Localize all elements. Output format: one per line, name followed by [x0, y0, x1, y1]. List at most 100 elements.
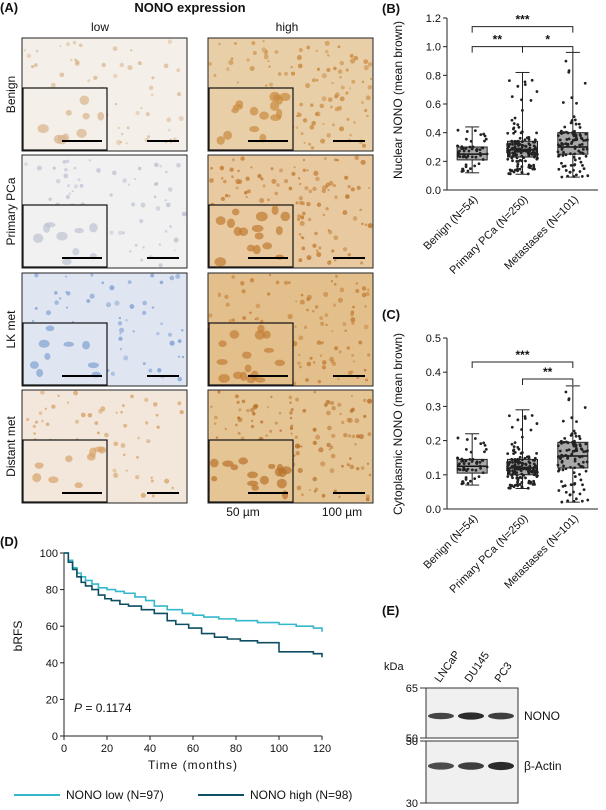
cell-nucleus: [26, 53, 32, 59]
data-point: [456, 144, 460, 148]
cell-nucleus: [295, 201, 299, 205]
data-point: [557, 153, 561, 157]
cell-nucleus: [298, 353, 301, 356]
cell-nucleus: [66, 184, 71, 188]
marker-label: 65: [406, 683, 418, 695]
data-point: [481, 459, 485, 462]
cell-nucleus: [304, 186, 309, 191]
data-point: [572, 115, 576, 119]
cell-nucleus: [129, 250, 132, 253]
cell-nucleus: [231, 318, 236, 322]
cell-nucleus: [159, 280, 164, 285]
data-point: [506, 147, 509, 150]
cell-nucleus: [349, 457, 352, 460]
data-point: [508, 469, 511, 473]
cell-nucleus: [229, 167, 234, 172]
data-point: [562, 464, 565, 468]
cell-nucleus: [145, 112, 150, 117]
data-point: [573, 163, 576, 167]
cell-nucleus: [62, 159, 67, 164]
cell-nucleus: [269, 82, 273, 87]
data-point: [521, 466, 525, 470]
data-point: [481, 471, 485, 475]
cell-nucleus: [300, 215, 305, 220]
cell-nucleus: [101, 62, 106, 68]
data-point: [569, 152, 572, 156]
cell-nucleus: [327, 425, 332, 431]
cell-nucleus: [69, 58, 73, 62]
cell-nucleus: [336, 158, 339, 162]
data-point: [521, 148, 525, 152]
inset-nucleus: [259, 111, 270, 120]
cell-nucleus: [367, 223, 373, 229]
cell-nucleus: [364, 108, 368, 113]
cell-nucleus: [218, 292, 221, 296]
cell-nucleus: [306, 169, 309, 172]
cell-nucleus: [293, 166, 296, 169]
data-point: [519, 151, 523, 155]
inset-nucleus: [76, 128, 87, 138]
cell-nucleus: [114, 300, 120, 306]
cell-nucleus: [142, 246, 145, 249]
cell-nucleus: [176, 162, 181, 168]
cell-nucleus: [363, 324, 369, 330]
cell-nucleus: [238, 408, 242, 412]
cell-nucleus: [265, 434, 268, 437]
data-point: [557, 468, 561, 471]
data-point: [564, 153, 568, 157]
data-point: [482, 132, 486, 136]
cell-nucleus: [235, 178, 241, 184]
cell-nucleus: [334, 346, 339, 351]
cell-nucleus: [165, 170, 168, 174]
data-point: [469, 139, 473, 143]
data-point: [474, 155, 478, 159]
cell-nucleus: [337, 69, 343, 74]
cell-nucleus: [132, 330, 135, 333]
cell-nucleus: [360, 261, 364, 265]
cell-nucleus: [235, 394, 239, 399]
inset-nucleus: [36, 368, 44, 378]
data-point: [559, 457, 562, 460]
cell-nucleus: [343, 433, 348, 438]
cell-nucleus: [246, 58, 250, 62]
data-point: [479, 133, 483, 137]
blot-band-actin: [458, 762, 484, 770]
data-point: [560, 460, 564, 464]
cell-nucleus: [288, 395, 293, 400]
cell-nucleus: [94, 421, 99, 425]
inset-nucleus: [270, 114, 282, 121]
cell-nucleus: [306, 201, 311, 207]
inset-nucleus: [233, 226, 242, 236]
cell-nucleus: [364, 223, 368, 227]
inset-nucleus: [269, 101, 280, 111]
data-point: [478, 151, 482, 155]
inset-nucleus: [44, 353, 51, 360]
cell-nucleus: [181, 328, 184, 332]
data-point: [523, 417, 527, 420]
cell-nucleus: [134, 243, 138, 247]
data-point: [517, 148, 521, 152]
data-point: [586, 174, 590, 178]
data-point: [456, 436, 460, 440]
cell-nucleus: [352, 305, 355, 309]
data-point: [516, 164, 519, 168]
cell-nucleus: [329, 445, 334, 449]
cell-nucleus: [302, 118, 308, 123]
cell-nucleus: [120, 410, 123, 414]
cell-nucleus: [208, 62, 213, 66]
data-point: [527, 456, 531, 460]
y-tick-label: 60: [46, 621, 58, 633]
cell-nucleus: [142, 362, 146, 366]
cell-nucleus: [351, 353, 355, 357]
data-point: [516, 123, 520, 126]
cell-nucleus: [334, 92, 340, 98]
data-point: [563, 484, 567, 488]
cell-nucleus: [213, 422, 217, 425]
cell-nucleus: [302, 408, 307, 413]
cell-nucleus: [150, 479, 154, 483]
data-point: [563, 436, 567, 440]
inset-nucleus: [263, 347, 275, 353]
cell-nucleus: [66, 306, 69, 309]
data-point: [566, 174, 570, 178]
cell-nucleus: [345, 91, 349, 95]
